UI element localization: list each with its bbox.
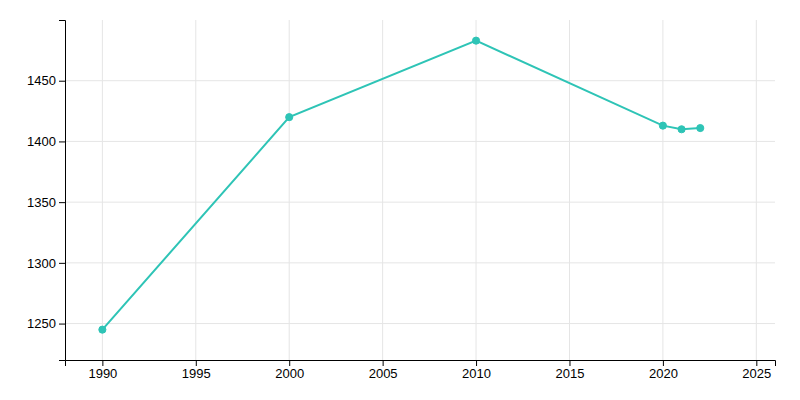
tick-mark: [569, 360, 570, 366]
tick-label: 1995: [182, 366, 211, 381]
tick: 1990: [88, 360, 117, 381]
tick: 1250: [27, 316, 65, 331]
tick: 2005: [369, 360, 398, 381]
tick-label: 1400: [27, 134, 56, 149]
tick: 1450: [27, 73, 65, 88]
tick-mark: [289, 360, 290, 366]
x-axis: 1990 1995 2000 2005 2010 2015 2020 2025: [66, 360, 776, 381]
data-layer: [99, 37, 704, 333]
tick: 1300: [27, 256, 65, 271]
tick: 2010: [462, 360, 491, 381]
grid-line-x: [756, 20, 757, 360]
tick: 2025: [742, 360, 771, 381]
axis-line: [66, 361, 776, 367]
marker: [286, 114, 293, 121]
tick: 1350: [27, 195, 65, 210]
grid-line-x: [662, 20, 663, 360]
grid-line-y: [65, 262, 775, 263]
tick-mark: [196, 360, 197, 366]
tick-mark: [476, 360, 477, 366]
grid-line-x: [382, 20, 383, 360]
grid-line-x: [476, 20, 477, 360]
marker: [697, 125, 704, 132]
tick-mark: [383, 360, 384, 366]
tick-label: 2010: [462, 366, 491, 381]
tick-mark: [59, 81, 65, 82]
tick-mark: [59, 263, 65, 264]
y-axis: 1250 1300 1350 1400 1450: [27, 21, 65, 361]
tick-label: 2025: [742, 366, 771, 381]
plot-area: 1990 1995 2000 2005 2010 2015 2020 2025 1250 1300…: [27, 20, 775, 381]
grid-line-x: [195, 20, 196, 360]
tick-label: 1250: [27, 316, 56, 331]
grid-line-y: [65, 202, 775, 203]
tick-label: 2005: [369, 366, 398, 381]
tick-mark: [59, 202, 65, 203]
grid: [65, 20, 775, 360]
grid-line-y: [65, 80, 775, 81]
grid-line-x: [569, 20, 570, 360]
tick-mark: [756, 360, 757, 366]
tick: 2015: [556, 360, 585, 381]
grid-line-y: [65, 141, 775, 142]
marker: [472, 37, 479, 44]
tick: 2000: [275, 360, 304, 381]
tick: 1995: [182, 360, 211, 381]
tick-label: 2000: [275, 366, 304, 381]
grid-line-x: [289, 20, 290, 360]
marker: [678, 126, 685, 133]
axis-line: [59, 21, 66, 361]
tick-label: 2015: [556, 366, 585, 381]
tick-mark: [663, 360, 664, 366]
chart-container: 1990 1995 2000 2005 2010 2015 2020 2025 1250 1300…: [0, 0, 800, 400]
marker: [99, 326, 106, 333]
tick-label: 1450: [27, 73, 56, 88]
grid-line-y: [65, 323, 775, 324]
tick-label: 1350: [27, 195, 56, 210]
grid-line-x: [102, 20, 103, 360]
tick-mark: [59, 324, 65, 325]
tick: 1400: [27, 134, 65, 149]
tick-label: 2020: [649, 366, 678, 381]
tick-mark: [59, 141, 65, 142]
marker: [659, 122, 666, 129]
tick-mark: [102, 360, 103, 366]
line: [102, 41, 700, 330]
tick-label: 1300: [27, 256, 56, 271]
tick: 2020: [649, 360, 678, 381]
tick-label: 1990: [88, 366, 117, 381]
chart-svg: 1990 1995 2000 2005 2010 2015 2020 2025 1250 1300…: [0, 0, 800, 400]
